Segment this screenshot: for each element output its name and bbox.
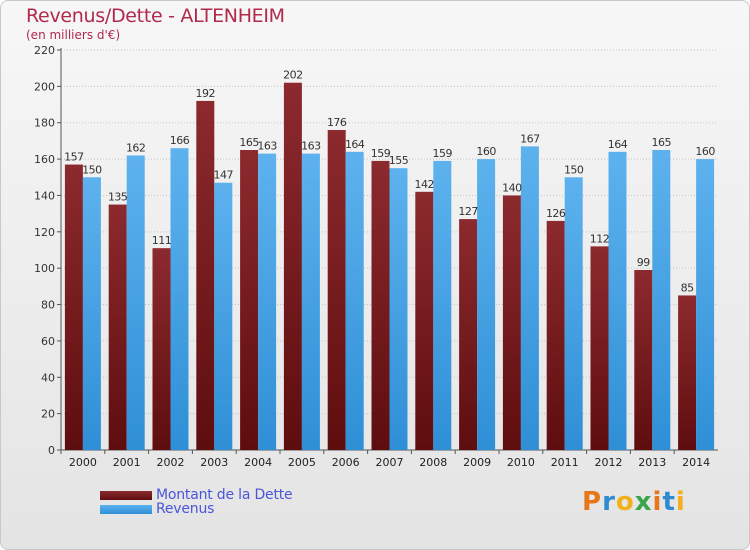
proxiti-logo: Proxiti	[582, 487, 686, 517]
bar-debt-2006	[327, 130, 346, 450]
y-tick-label: 160	[34, 153, 55, 166]
data-label-debt-2001: 135	[108, 191, 128, 204]
x-tick-label: 2014	[682, 456, 710, 469]
data-label-debt-2009: 127	[458, 205, 478, 218]
x-tick-label: 2013	[638, 456, 666, 469]
x-tick-label: 2005	[288, 456, 316, 469]
bar-revenus-2007	[389, 168, 408, 450]
bar-revenus-2000	[82, 177, 101, 451]
legend-swatch-revenus	[100, 504, 152, 514]
bar-debt-2007	[371, 160, 390, 450]
y-tick-label: 120	[34, 226, 55, 239]
x-tick-label: 2012	[595, 456, 623, 469]
bar-revenus-2011	[564, 177, 583, 451]
bar-revenus-2001	[126, 155, 145, 451]
bar-debt-2001	[108, 204, 127, 450]
bar-revenus-2009	[477, 159, 496, 450]
data-label-debt-2004: 165	[239, 136, 259, 149]
data-label-debt-2007: 159	[371, 147, 391, 160]
bar-revenus-2014	[696, 159, 715, 450]
bar-debt-2002	[152, 248, 171, 450]
x-tick-label: 2000	[69, 456, 97, 469]
y-tick-label: 220	[34, 44, 55, 57]
y-tick-label: 0	[48, 444, 55, 457]
data-label-revenus-2004: 163	[257, 140, 277, 153]
bar-revenus-2013	[652, 150, 671, 450]
bar-revenus-2012	[608, 151, 627, 450]
bar-debt-2010	[502, 195, 521, 450]
legend-item-debt: Montant de la Dette	[100, 487, 293, 503]
data-label-revenus-2013: 165	[652, 136, 672, 149]
bar-debt-2009	[459, 219, 478, 450]
data-label-debt-2003: 192	[196, 87, 216, 100]
bar-debt-2012	[590, 246, 609, 450]
x-tick-label: 2007	[376, 456, 404, 469]
data-label-revenus-2014: 160	[695, 145, 715, 158]
data-label-revenus-2012: 164	[608, 138, 628, 151]
data-label-revenus-2008: 159	[433, 147, 453, 160]
bar-revenus-2010	[520, 146, 539, 450]
y-tick-label: 80	[41, 299, 55, 312]
legend-swatch-debt	[100, 490, 152, 500]
y-tick-label: 40	[41, 371, 55, 384]
data-label-debt-2012: 112	[590, 232, 610, 245]
data-label-debt-2010: 140	[502, 181, 522, 194]
x-tick-label: 2002	[157, 456, 185, 469]
y-tick-label: 20	[41, 408, 55, 421]
bar-revenus-2008	[433, 160, 452, 450]
legend-item-revenus: Revenus	[100, 501, 214, 517]
data-label-debt-2011: 126	[546, 207, 566, 220]
x-tick-label: 2011	[551, 456, 579, 469]
bar-revenus-2004	[258, 153, 277, 451]
chart-title: Revenus/Dette - ALTENHEIM	[26, 5, 285, 27]
x-tick-label: 2003	[200, 456, 228, 469]
data-label-revenus-2007: 155	[389, 154, 409, 167]
bar-revenus-2005	[301, 153, 320, 451]
data-label-debt-2000: 157	[64, 151, 84, 164]
data-label-revenus-2003: 147	[214, 169, 234, 182]
y-tick-label: 60	[41, 335, 55, 348]
data-label-revenus-2005: 163	[301, 140, 321, 153]
x-tick-label: 2001	[113, 456, 141, 469]
labels: 0204060801001201401601802002202000157150…	[34, 44, 716, 469]
legend-label-revenus: Revenus	[156, 501, 215, 517]
bars	[64, 82, 715, 451]
x-tick-label: 2008	[419, 456, 447, 469]
data-label-debt-2014: 85	[681, 281, 694, 294]
y-tick-label: 140	[34, 189, 55, 202]
data-label-revenus-2011: 150	[564, 163, 584, 176]
data-label-revenus-2009: 160	[476, 145, 496, 158]
bar-debt-2005	[283, 82, 302, 451]
x-tick-label: 2006	[332, 456, 360, 469]
data-label-debt-2013: 99	[637, 256, 650, 269]
data-label-revenus-2002: 166	[170, 134, 190, 147]
legend-label-debt: Montant de la Dette	[156, 487, 293, 503]
data-label-debt-2002: 111	[152, 234, 172, 247]
bar-debt-2011	[546, 220, 565, 450]
bar-debt-2000	[64, 164, 83, 450]
bar-debt-2004	[240, 150, 259, 450]
bar-debt-2014	[678, 295, 697, 450]
bar-debt-2003	[196, 100, 215, 450]
data-label-debt-2006: 176	[327, 116, 347, 129]
data-label-revenus-2000: 150	[82, 163, 102, 176]
bar-debt-2013	[634, 270, 653, 450]
x-tick-label: 2010	[507, 456, 535, 469]
y-tick-label: 200	[34, 80, 55, 93]
data-label-revenus-2010: 167	[520, 132, 540, 145]
data-label-revenus-2001: 162	[126, 141, 146, 154]
bar-debt-2008	[415, 191, 434, 450]
chart-subtitle: (en milliers d'€)	[26, 28, 121, 42]
bar-revenus-2006	[345, 151, 364, 450]
y-tick-label: 180	[34, 117, 55, 130]
y-tick-label: 100	[34, 262, 55, 275]
x-tick-label: 2009	[463, 456, 491, 469]
data-label-revenus-2006: 164	[345, 138, 365, 151]
bar-revenus-2003	[214, 182, 233, 450]
data-label-debt-2005: 202	[283, 69, 303, 82]
bar-revenus-2002	[170, 148, 189, 450]
x-tick-label: 2004	[244, 456, 272, 469]
data-label-debt-2008: 142	[415, 178, 435, 191]
